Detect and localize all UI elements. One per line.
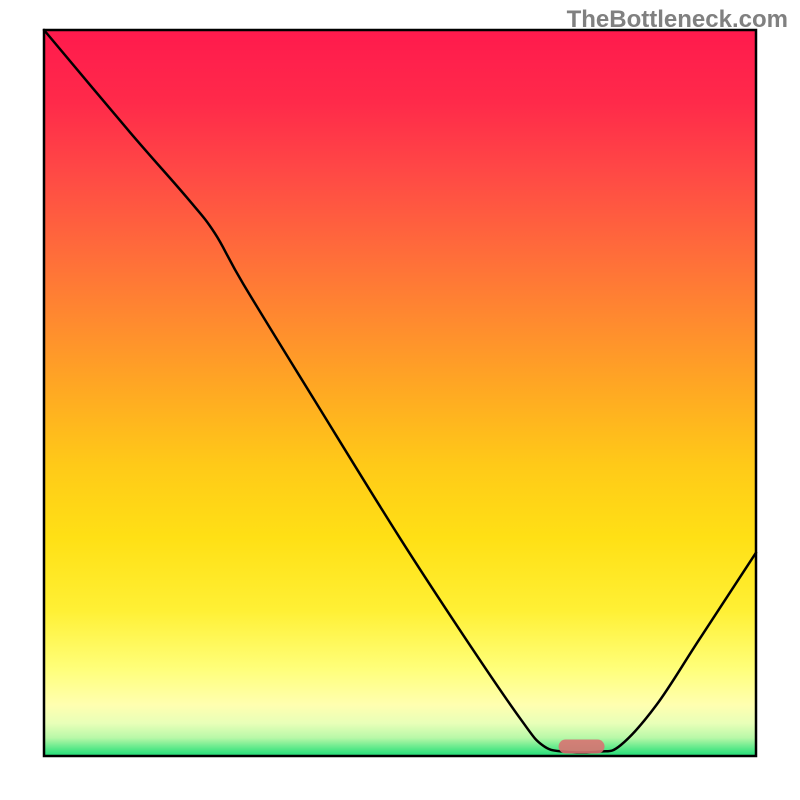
watermark-text: TheBottleneck.com bbox=[567, 6, 788, 34]
chart-svg bbox=[0, 0, 800, 800]
chart-canvas: TheBottleneck.com bbox=[0, 0, 800, 800]
plot-background bbox=[44, 30, 756, 756]
optimal-marker bbox=[559, 740, 605, 754]
